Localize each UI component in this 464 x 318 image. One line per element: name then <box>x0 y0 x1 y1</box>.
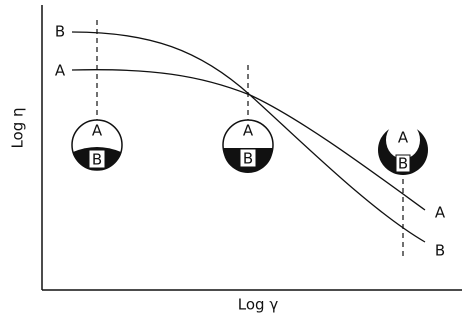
y-axis-label: Log η <box>9 107 27 148</box>
curve-label: B <box>435 242 445 260</box>
phase-label: B <box>243 150 253 168</box>
x-axis-label: Log γ <box>238 296 279 314</box>
phase-label: A <box>92 122 103 140</box>
droplet: A B <box>72 120 122 170</box>
phase-label: A <box>243 122 254 140</box>
curve-label: A <box>435 204 446 222</box>
droplet: A B <box>223 120 273 173</box>
phase-label: B <box>92 151 102 169</box>
curve-label: B <box>55 23 65 41</box>
phase-label: A <box>398 129 409 147</box>
curve-label: A <box>55 62 66 80</box>
phase-label: B <box>398 155 408 173</box>
droplet: A B <box>378 121 428 175</box>
diagram: Log η Log γ B A A B A B A B A B <box>0 0 464 318</box>
